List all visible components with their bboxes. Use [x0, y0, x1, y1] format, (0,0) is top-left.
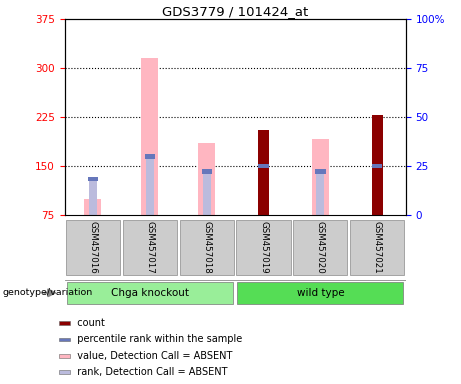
FancyBboxPatch shape	[180, 220, 234, 275]
Text: GSM457020: GSM457020	[316, 221, 325, 274]
Bar	[59, 321, 70, 325]
Text: GSM457018: GSM457018	[202, 221, 211, 274]
Text: percentile rank within the sample: percentile rank within the sample	[71, 334, 242, 344]
Bar	[89, 179, 97, 215]
Bar	[142, 58, 159, 215]
Text: count: count	[71, 318, 105, 328]
Bar	[203, 171, 211, 215]
Bar	[258, 130, 269, 215]
Bar	[198, 143, 215, 215]
FancyBboxPatch shape	[66, 220, 120, 275]
Title: GDS3779 / 101424_at: GDS3779 / 101424_at	[162, 5, 308, 18]
Text: Chga knockout: Chga knockout	[111, 288, 189, 298]
Bar	[84, 199, 101, 215]
Bar	[259, 164, 269, 168]
Text: GSM457016: GSM457016	[89, 221, 97, 274]
Bar	[372, 164, 382, 168]
Text: GSM457019: GSM457019	[259, 221, 268, 274]
Bar	[88, 177, 98, 181]
Bar	[316, 171, 325, 215]
FancyBboxPatch shape	[237, 281, 403, 304]
FancyBboxPatch shape	[67, 281, 233, 304]
Bar	[59, 370, 70, 374]
Text: wild type: wild type	[296, 288, 344, 298]
Text: value, Detection Call = ABSENT: value, Detection Call = ABSENT	[71, 351, 232, 361]
Text: GSM457021: GSM457021	[373, 221, 382, 274]
Bar	[372, 115, 383, 215]
FancyBboxPatch shape	[350, 220, 404, 275]
Bar	[59, 354, 70, 358]
Bar	[146, 156, 154, 215]
Text: genotype/variation: genotype/variation	[2, 288, 93, 297]
Bar	[201, 169, 212, 174]
FancyBboxPatch shape	[123, 220, 177, 275]
FancyBboxPatch shape	[236, 220, 290, 275]
FancyBboxPatch shape	[293, 220, 348, 275]
Text: GSM457017: GSM457017	[145, 221, 154, 274]
Bar	[59, 338, 70, 341]
Bar	[315, 169, 325, 174]
Bar	[312, 139, 329, 215]
Text: rank, Detection Call = ABSENT: rank, Detection Call = ABSENT	[71, 367, 227, 377]
Bar	[145, 154, 155, 159]
